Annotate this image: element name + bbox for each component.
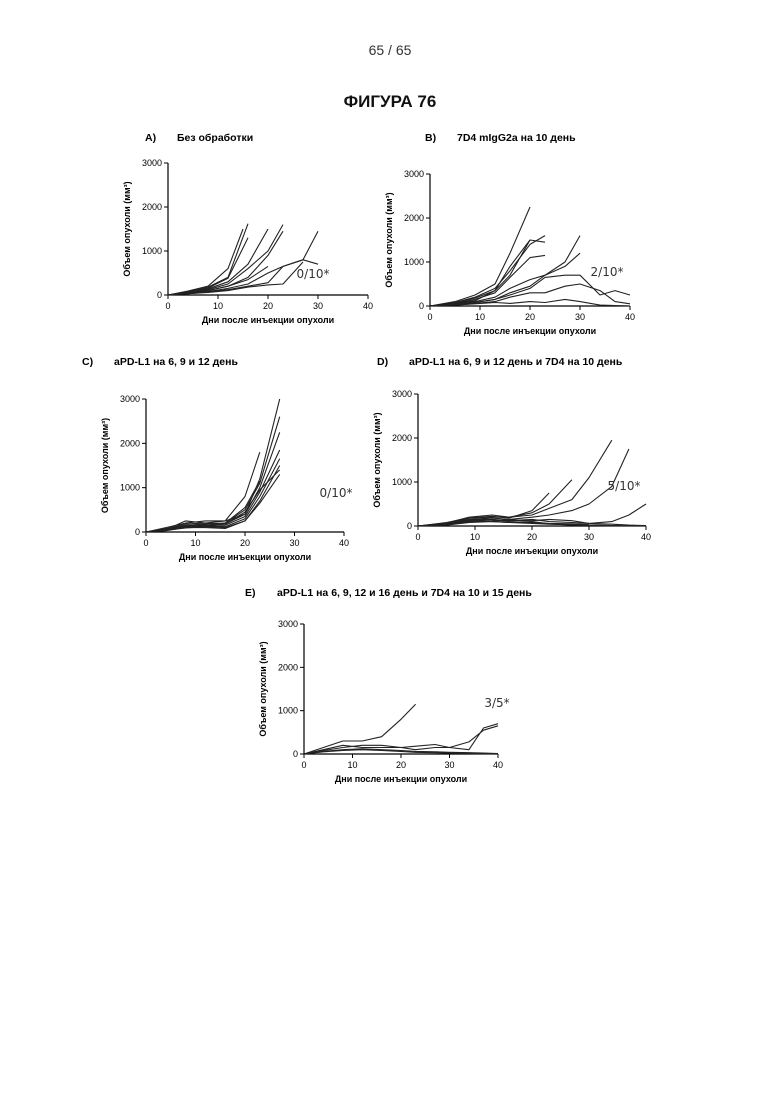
chart-a-series-line-8 <box>168 260 318 295</box>
chart-a-x-tick-label: 30 <box>313 301 323 311</box>
chart-b-y-tick-label: 2000 <box>404 213 424 223</box>
chart-b-x-tick-label: 20 <box>525 312 535 322</box>
chart-d-x-tick-label: 10 <box>470 532 480 542</box>
chart-e-y-axis-title: Объем опухоли (мм³) <box>258 641 268 736</box>
chart-b-annotation: 2/10* <box>591 265 624 279</box>
chart-c-title: aPD-L1 на 6, 9 и 12 день <box>114 356 238 368</box>
chart-b-title: 7D4 mIgG2a на 10 день <box>457 132 576 144</box>
chart-c-x-tick-label: 20 <box>240 538 250 548</box>
chart-a-y-tick-label: 3000 <box>142 158 162 168</box>
figure-title: ФИГУРА 76 <box>0 92 780 112</box>
chart-b-x-tick-label: 10 <box>475 312 485 322</box>
chart-a-series-line-1 <box>168 224 248 295</box>
chart-e-series-line-1 <box>304 704 416 754</box>
chart-a-annotation: 0/10* <box>297 267 330 281</box>
chart-d-y-axis-title: Объем опухоли (мм³) <box>372 412 382 507</box>
chart-b-y-tick-label: 0 <box>419 301 424 311</box>
chart-panel-e: E) aPD-L1 на 6, 9, 12 и 16 день и 7D4 на … <box>245 580 545 795</box>
chart-c-series-line-2 <box>146 417 280 532</box>
chart-d-title: aPD-L1 на 6, 9 и 12 день и 7D4 на 10 ден… <box>409 356 623 368</box>
chart-a-x-tick-label: 0 <box>165 301 170 311</box>
chart-a-title: Без обработки <box>177 132 253 144</box>
chart-d-x-tick-label: 40 <box>641 532 651 542</box>
chart-e-y-tick-label: 3000 <box>278 619 298 629</box>
chart-e-y-tick-label: 1000 <box>278 706 298 716</box>
chart-d-annotation: 5/10* <box>608 479 641 493</box>
chart-b-x-tick-label: 40 <box>625 312 635 322</box>
chart-c-panel-label: C) <box>82 356 93 368</box>
chart-b-x-axis-title: Дни после инъекции опухоли <box>464 326 596 336</box>
chart-d-series-line-1 <box>418 440 612 526</box>
chart-c-x-tick-label: 30 <box>289 538 299 548</box>
chart-e-x-tick-label: 30 <box>444 760 454 770</box>
chart-a-x-tick-label: 20 <box>263 301 273 311</box>
chart-d-x-axis-title: Дни после инъекции опухоли <box>466 546 598 556</box>
chart-a-y-tick-label: 1000 <box>142 246 162 256</box>
chart-a-y-axis-title: Объем опухоли (мм³) <box>122 181 132 276</box>
chart-e-x-tick-label: 0 <box>301 760 306 770</box>
chart-c-y-axis-title: Объем опухоли (мм³) <box>100 418 110 513</box>
chart-a-x-tick-label: 10 <box>213 301 223 311</box>
chart-c-series-line-1 <box>146 399 280 532</box>
chart-a-x-axis-title: Дни после инъекции опухоли <box>202 315 334 325</box>
chart-d-x-tick-label: 30 <box>584 532 594 542</box>
chart-panel-d: D) aPD-L1 на 6, 9 и 12 день и 7D4 на 10 д… <box>365 350 685 575</box>
chart-a-svg: A)Без обработки0102030400100020003000Дни… <box>100 125 400 335</box>
chart-e-y-tick-label: 0 <box>293 749 298 759</box>
chart-e-title: aPD-L1 на 6, 9, 12 и 16 день и 7D4 на 10… <box>277 587 532 599</box>
chart-e-svg: E) aPD-L1 на 6, 9, 12 и 16 день и 7D4 на … <box>245 580 545 795</box>
chart-e-y-tick-label: 2000 <box>278 662 298 672</box>
chart-d-y-tick-label: 2000 <box>392 433 412 443</box>
chart-a-y-tick-label: 0 <box>157 290 162 300</box>
chart-panel-c: C)aPD-L1 на 6, 9 и 12 день01020304001000… <box>90 350 390 575</box>
chart-e-x-tick-label: 10 <box>347 760 357 770</box>
page-number: 65 / 65 <box>0 42 780 58</box>
chart-c-y-tick-label: 0 <box>135 527 140 537</box>
chart-a-y-tick-label: 2000 <box>142 202 162 212</box>
chart-e-x-tick-label: 40 <box>493 760 503 770</box>
chart-c-x-tick-label: 0 <box>143 538 148 548</box>
chart-c-y-tick-label: 3000 <box>120 394 140 404</box>
chart-b-x-tick-label: 0 <box>427 312 432 322</box>
chart-a-series-line-7 <box>168 231 318 295</box>
chart-e-panel-label: E) <box>245 587 256 599</box>
chart-c-svg: C)aPD-L1 на 6, 9 и 12 день01020304001000… <box>90 350 390 575</box>
chart-d-panel-label: D) <box>377 356 388 368</box>
chart-a-series-line-5 <box>168 225 283 295</box>
chart-panel-a: A)Без обработки0102030400100020003000Дни… <box>100 125 400 335</box>
chart-panel-b: B) 7D4 mIgG2a на 10 день 0 10 20 30 40 0 1000 200… <box>370 125 670 345</box>
chart-e-x-axis-title: Дни после инъекции опухоли <box>335 774 467 784</box>
chart-d-x-tick-label: 0 <box>415 532 420 542</box>
chart-c-y-tick-label: 2000 <box>120 438 140 448</box>
chart-d-y-tick-label: 3000 <box>392 389 412 399</box>
chart-e-x-tick-label: 20 <box>396 760 406 770</box>
chart-a-panel-label: A) <box>145 132 156 144</box>
chart-e-annotation: 3/5* <box>484 696 509 710</box>
chart-b-panel-label: B) <box>425 132 436 144</box>
chart-c-x-axis-title: Дни после инъекции опухоли <box>179 552 311 562</box>
chart-c-x-tick-label: 40 <box>339 538 349 548</box>
chart-b-series-line-3 <box>430 240 545 306</box>
chart-b-x-tick-label: 30 <box>575 312 585 322</box>
chart-b-y-tick-label: 1000 <box>404 257 424 267</box>
chart-b-svg: B) 7D4 mIgG2a на 10 день 0 10 20 30 40 0 1000 200… <box>370 125 670 345</box>
chart-b-y-tick-label: 3000 <box>404 169 424 179</box>
chart-c-y-tick-label: 1000 <box>120 483 140 493</box>
chart-d-x-tick-label: 20 <box>527 532 537 542</box>
chart-d-y-tick-label: 0 <box>407 521 412 531</box>
chart-d-y-tick-label: 1000 <box>392 477 412 487</box>
chart-c-annotation: 0/10* <box>320 486 353 500</box>
chart-d-svg: D) aPD-L1 на 6, 9 и 12 день и 7D4 на 10 д… <box>365 350 685 575</box>
chart-c-series-line-10 <box>146 481 260 532</box>
chart-b-y-axis-title: Объем опухоли (мм³) <box>384 192 394 287</box>
chart-c-x-tick-label: 10 <box>190 538 200 548</box>
